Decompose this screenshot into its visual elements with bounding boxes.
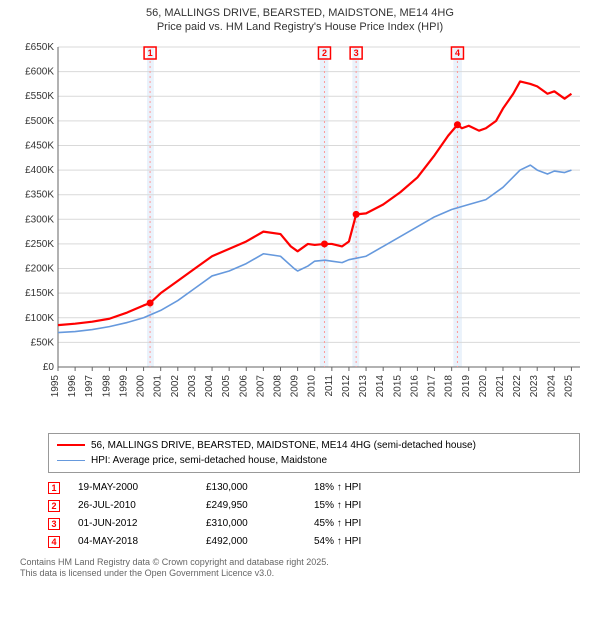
chart-title: 56, MALLINGS DRIVE, BEARSTED, MAIDSTONE,… [0,0,600,37]
svg-text:£650K: £650K [25,42,54,53]
sale-date: 19-MAY-2000 [78,482,188,493]
svg-text:£250K: £250K [25,239,54,250]
sale-date: 01-JUN-2012 [78,518,188,529]
svg-text:1998: 1998 [101,374,112,397]
sale-vs-hpi: 18% ↑ HPI [314,482,404,493]
legend: 56, MALLINGS DRIVE, BEARSTED, MAIDSTONE,… [48,433,580,473]
svg-text:2022: 2022 [512,374,523,397]
sale-date: 26-JUL-2010 [78,500,188,511]
sale-row: 3 01-JUN-2012 £310,000 45% ↑ HPI [48,515,580,533]
legend-label: HPI: Average price, semi-detached house,… [91,455,327,466]
svg-text:3: 3 [354,48,359,58]
svg-text:£600K: £600K [25,66,54,77]
chart-svg: £0 £50K £100K £150K £200K £250K £300K £350K £400… [10,37,590,427]
sale-row: 2 26-JUL-2010 £249,950 15% ↑ HPI [48,497,580,515]
svg-text:£350K: £350K [25,189,54,200]
svg-text:£400K: £400K [25,165,54,176]
legend-row: HPI: Average price, semi-detached house,… [57,453,571,468]
svg-text:2: 2 [322,48,327,58]
sale-price: £492,000 [206,536,296,547]
svg-text:2018: 2018 [444,374,455,397]
sale-price: £310,000 [206,518,296,529]
footer-line1: Contains HM Land Registry data © Crown c… [20,557,580,569]
svg-text:2003: 2003 [187,374,198,397]
sale-vs-hpi: 45% ↑ HPI [314,518,404,529]
sale-marker-icon: 2 [48,500,60,512]
sale-row: 1 19-MAY-2000 £130,000 18% ↑ HPI [48,479,580,497]
svg-text:2014: 2014 [375,374,386,397]
title-line2: Price paid vs. HM Land Registry's House … [10,20,590,34]
svg-text:2017: 2017 [427,374,438,397]
legend-swatch [57,460,85,461]
sale-marker-icon: 4 [48,536,60,548]
svg-text:2008: 2008 [272,374,283,397]
svg-text:£200K: £200K [25,263,54,274]
legend-swatch [57,444,85,446]
sale-vs-hpi: 54% ↑ HPI [314,536,404,547]
svg-text:2004: 2004 [204,374,215,397]
svg-text:2010: 2010 [307,374,318,397]
svg-text:2015: 2015 [392,374,403,397]
svg-text:2021: 2021 [495,374,506,397]
svg-text:2016: 2016 [409,374,420,397]
svg-text:1996: 1996 [67,374,78,397]
svg-text:£50K: £50K [31,337,55,348]
title-line1: 56, MALLINGS DRIVE, BEARSTED, MAIDSTONE,… [10,6,590,20]
sale-price: £249,950 [206,500,296,511]
svg-text:2020: 2020 [478,374,489,397]
footer: Contains HM Land Registry data © Crown c… [20,557,580,580]
svg-text:2013: 2013 [358,374,369,397]
sale-row: 4 04-MAY-2018 £492,000 54% ↑ HPI [48,533,580,551]
svg-text:2002: 2002 [170,374,181,397]
svg-text:£500K: £500K [25,115,54,126]
svg-text:2001: 2001 [153,374,164,397]
svg-text:2025: 2025 [563,374,574,397]
sale-marker-icon: 3 [48,518,60,530]
sale-date: 04-MAY-2018 [78,536,188,547]
svg-text:2007: 2007 [255,374,266,397]
svg-text:2024: 2024 [546,374,557,397]
sale-price: £130,000 [206,482,296,493]
svg-text:1: 1 [148,48,153,58]
legend-row: 56, MALLINGS DRIVE, BEARSTED, MAIDSTONE,… [57,438,571,453]
svg-text:2023: 2023 [529,374,540,397]
svg-text:4: 4 [455,48,460,58]
footer-line2: This data is licensed under the Open Gov… [20,568,580,580]
svg-text:2000: 2000 [136,374,147,397]
svg-text:2019: 2019 [461,374,472,397]
svg-text:£450K: £450K [25,140,54,151]
svg-text:£300K: £300K [25,214,54,225]
sale-marker-icon: 1 [48,482,60,494]
svg-text:2011: 2011 [324,374,335,396]
sale-vs-hpi: 15% ↑ HPI [314,500,404,511]
svg-text:1999: 1999 [118,374,129,397]
svg-text:2009: 2009 [290,374,301,397]
legend-label: 56, MALLINGS DRIVE, BEARSTED, MAIDSTONE,… [91,440,476,451]
svg-text:£150K: £150K [25,288,54,299]
sales-table: 1 19-MAY-2000 £130,000 18% ↑ HPI 2 26-JUL-201… [48,479,580,551]
svg-text:2006: 2006 [238,374,249,397]
svg-text:£100K: £100K [25,312,54,323]
svg-text:£0: £0 [43,362,55,373]
svg-text:2005: 2005 [221,374,232,397]
svg-text:2012: 2012 [341,374,352,397]
svg-text:1995: 1995 [50,374,61,397]
svg-text:1997: 1997 [84,374,95,397]
chart-area: £0 £50K £100K £150K £200K £250K £300K £350K £400… [10,37,590,427]
svg-text:£550K: £550K [25,91,54,102]
